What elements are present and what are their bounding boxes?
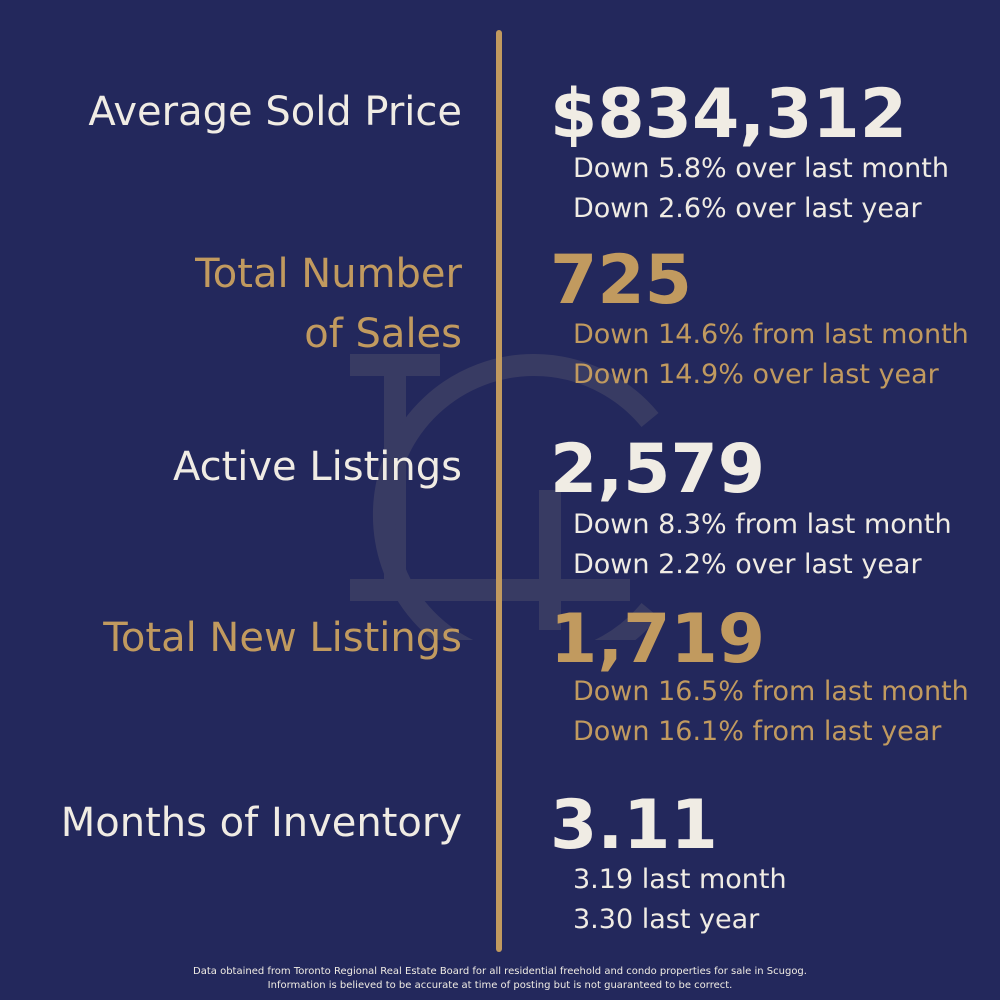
stat-note: Down 2.2% over last year: [573, 549, 922, 580]
stat-note: Down 16.1% from last year: [573, 716, 942, 747]
stat-note: Down 8.3% from last month: [573, 509, 952, 540]
stat-note: Down 14.9% over last year: [573, 359, 939, 390]
stat-value-average-sold-price: $834,312: [550, 75, 908, 154]
stat-note: 3.30 last year: [573, 904, 760, 935]
stat-note: Down 16.5% from last month: [573, 676, 969, 707]
stat-note: Down 5.8% over last month: [573, 153, 949, 184]
stat-label-active-listings: Active Listings: [172, 444, 462, 490]
stat-label-average-sold-price: Average Sold Price: [88, 89, 462, 135]
stat-note: Down 14.6% from last month: [573, 319, 969, 350]
stat-label-months-of-inventory: Months of Inventory: [60, 800, 462, 846]
lc-monogram-watermark: [350, 354, 659, 640]
stat-note: Down 2.6% over last year: [573, 193, 922, 224]
stat-note: 3.19 last month: [573, 864, 787, 895]
stat-label-total-new-listings: Total New Listings: [103, 615, 462, 661]
stat-value-active-listings: 2,579: [550, 430, 766, 509]
center-divider: [496, 30, 502, 952]
stat-value-total-new-listings: 1,719: [550, 600, 766, 679]
stat-value-total-number-of-sales: 725: [550, 241, 692, 320]
stat-label-total-number-of-sales: Total Number of Sales: [195, 251, 462, 357]
footer-disclaimer: Data obtained from Toronto Regional Real…: [193, 966, 807, 991]
stat-value-months-of-inventory: 3.11: [550, 786, 718, 865]
